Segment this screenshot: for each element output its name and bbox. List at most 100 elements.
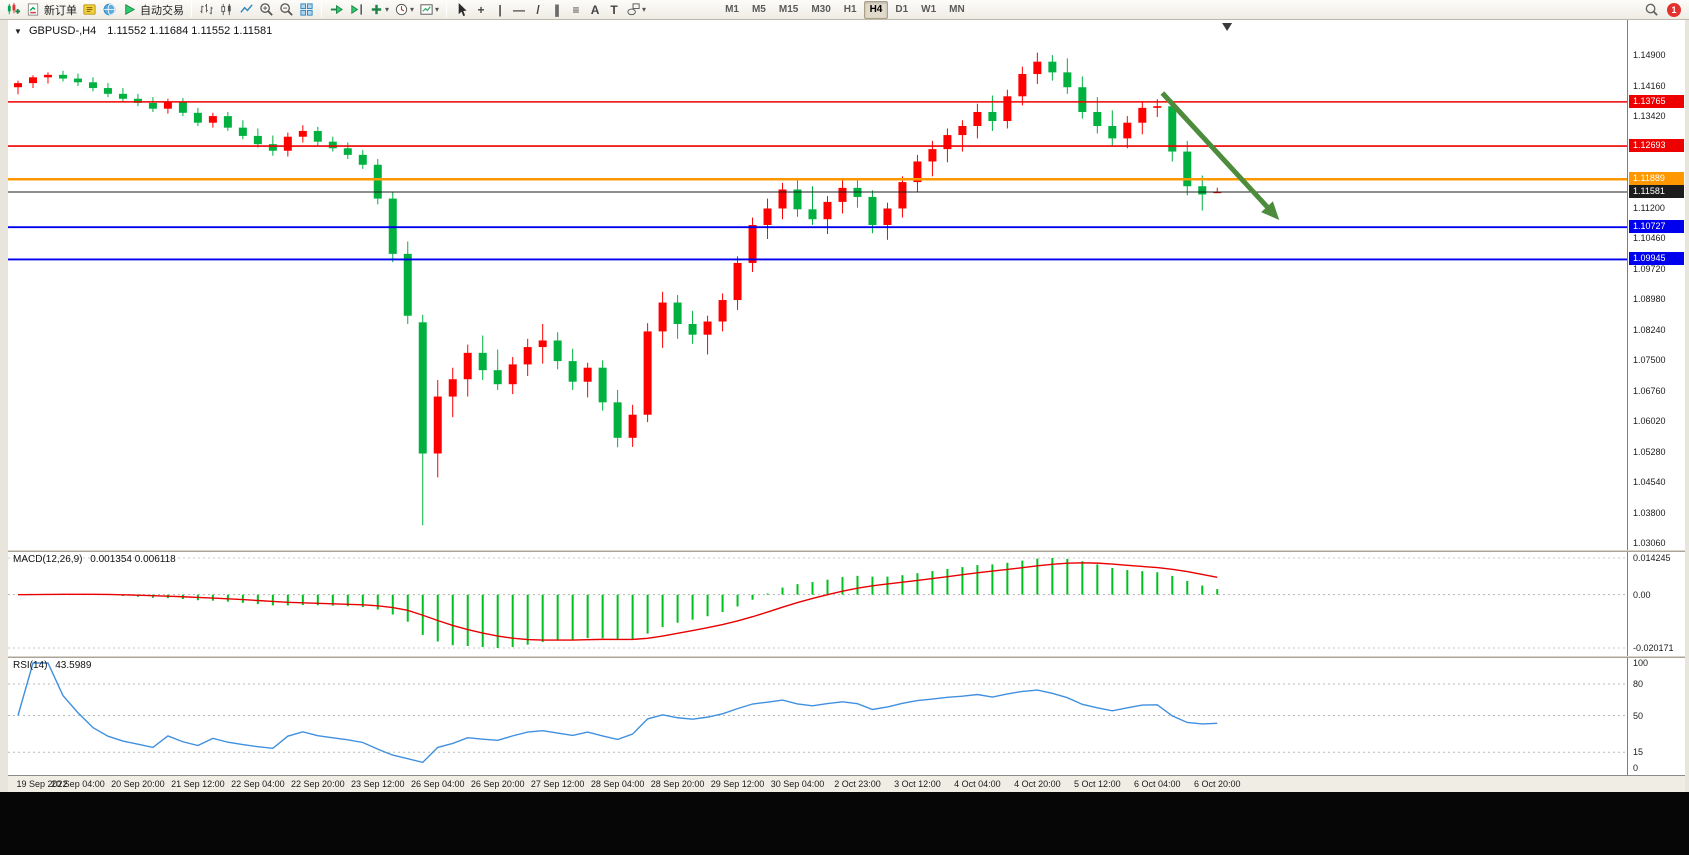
timeframe-m1-button[interactable]: M1	[719, 1, 745, 19]
channel-icon: ∥	[554, 2, 561, 17]
candle	[778, 189, 787, 209]
macd-scale-label: 0.014245	[1633, 553, 1671, 563]
one-click-trading-toggle[interactable]: ▼	[14, 27, 22, 36]
time-axis-label: 6 Oct 04:00	[1134, 779, 1181, 789]
bar-chart-button[interactable]	[197, 1, 216, 19]
new-order-label: 新订单	[44, 4, 77, 17]
autotrading-button[interactable]: 自动交易	[120, 1, 186, 19]
time-axis-label: 19 Sep 2022	[16, 779, 68, 789]
price-level-badge[interactable]: 1.11581	[1629, 184, 1684, 198]
new-order-button[interactable]: 新订单	[24, 1, 79, 19]
candle	[448, 379, 457, 397]
macd-scale-label: 0.00	[1633, 589, 1651, 600]
candle	[14, 83, 22, 88]
timeframe-m5-button[interactable]: M5	[746, 1, 772, 19]
price-tick-label: 1.03060	[1633, 538, 1666, 549]
search-button[interactable]	[1642, 1, 1661, 19]
notifications-badge[interactable]: 1	[1667, 2, 1681, 17]
candle	[1168, 106, 1177, 152]
candlestick-chart-button[interactable]	[217, 1, 236, 19]
candle	[1093, 111, 1102, 126]
indicators-button[interactable]: ▾	[367, 1, 391, 19]
time-axis-label: 29 Sep 12:00	[710, 779, 765, 789]
main-chart-panel: ▼ GBPUSD-,H4 1.11552 1.11684 1.11552 1.1…	[8, 20, 1685, 550]
crosshair-button[interactable]: +	[472, 1, 490, 19]
periods-button[interactable]: ▾	[392, 1, 416, 19]
line-chart-button[interactable]	[237, 1, 256, 19]
vertical-line-button[interactable]: |	[491, 1, 509, 19]
candle	[703, 321, 712, 335]
candle	[328, 141, 337, 149]
rsi-scale-label: 0	[1633, 763, 1639, 773]
timeframe-h4-button[interactable]: H4	[863, 0, 889, 19]
candle	[1153, 106, 1162, 108]
macd-scale-label: -0.020171	[1633, 643, 1674, 653]
cursor-button[interactable]	[452, 1, 471, 19]
rsi-scale[interactable]: 100 80 50 15 0	[1627, 658, 1685, 775]
price-level-badge[interactable]: 1.13765	[1629, 94, 1684, 108]
candle	[628, 414, 637, 438]
metaeditor-button[interactable]	[80, 1, 99, 19]
candle	[508, 364, 517, 385]
main-chart-plot[interactable]: ▼ GBPUSD-,H4 1.11552 1.11684 1.11552 1.1…	[8, 20, 1627, 550]
candle	[268, 144, 277, 151]
chart-shift-icon	[351, 4, 362, 15]
zoom-out-button[interactable]	[277, 1, 296, 19]
trendline-button[interactable]: /	[529, 1, 547, 19]
zoom-in-button[interactable]	[257, 1, 276, 19]
timeframe-h1-button[interactable]: H1	[838, 1, 863, 19]
rsi-panel: RSI(14) 43.5989 100 80 50 15 0	[8, 658, 1685, 775]
fibonacci-button[interactable]: ≡	[567, 1, 585, 19]
templates-button[interactable]: ▾	[417, 1, 441, 19]
price-level-badge[interactable]: 1.11889	[1629, 172, 1684, 186]
price-scale[interactable]: 1.149001.141601.134201.126801.119401.112…	[1627, 20, 1685, 550]
metaeditor-icon	[83, 4, 96, 15]
candle	[103, 88, 112, 94]
chart-shift-marker[interactable]	[1222, 23, 1233, 31]
panel-splitter[interactable]	[8, 656, 1685, 658]
text-button[interactable]: A	[586, 1, 604, 19]
candle	[313, 130, 322, 142]
price-level-badge[interactable]: 1.12693	[1629, 139, 1684, 153]
timeframe-w1-button[interactable]: W1	[915, 1, 942, 19]
auto-scroll-button[interactable]	[327, 1, 346, 19]
macd-scale[interactable]: 0.014245 0.00 -0.020171	[1627, 552, 1685, 656]
chart-shift-button[interactable]	[347, 1, 366, 19]
timeframe-m15-button[interactable]: M15	[773, 1, 804, 19]
horizontal-line-button[interactable]: —	[510, 1, 528, 19]
macd-plot[interactable]: MACD(12,26,9) 0.001354 0.006118	[8, 552, 1627, 656]
time-axis-label: 28 Sep 04:00	[590, 779, 645, 789]
candle	[613, 402, 622, 438]
new-chart-button[interactable]	[4, 1, 23, 19]
panel-splitter[interactable]	[8, 550, 1685, 552]
chart-area: ▼ GBPUSD-,H4 1.11552 1.11684 1.11552 1.1…	[8, 20, 1685, 792]
price-tick-label: 1.06020	[1633, 416, 1666, 427]
price-level-badge[interactable]: 1.09945	[1629, 252, 1684, 266]
candle	[403, 253, 412, 316]
text-label-button[interactable]: T	[605, 1, 623, 19]
shapes-button[interactable]: ▾	[624, 1, 648, 19]
navigator-button[interactable]	[100, 1, 119, 19]
timeframe-mn-button[interactable]: MN	[943, 1, 971, 19]
candle	[388, 198, 397, 254]
timeframe-d1-button[interactable]: D1	[889, 1, 914, 19]
autotrading-label: 自动交易	[140, 4, 184, 17]
tile-windows-button[interactable]	[297, 1, 316, 19]
rsi-plot[interactable]: RSI(14) 43.5989	[8, 658, 1627, 775]
candle	[823, 201, 832, 220]
candle	[238, 127, 247, 136]
candle	[538, 340, 547, 348]
candle	[1063, 72, 1072, 88]
time-axis[interactable]: 19 Sep 2022 20 Sep 04:00 20 Sep 20:00 21 Se…	[8, 775, 1685, 792]
time-axis-label: 27 Sep 12:00	[530, 779, 585, 789]
indicators-plus-icon	[371, 4, 382, 15]
symbol-period-label: GBPUSD-,H4	[28, 25, 97, 37]
trend-arrow[interactable]	[1160, 91, 1280, 220]
rsi-scale-label: 80	[1633, 679, 1644, 689]
price-level-badge[interactable]: 1.10727	[1629, 220, 1684, 234]
time-axis-label: 30 Sep 04:00	[770, 779, 825, 789]
timeframe-m30-button[interactable]: M30	[805, 1, 836, 19]
toolbar-separator	[321, 2, 322, 17]
equidistant-channel-button[interactable]: ∥	[548, 1, 566, 19]
time-axis-label: 23 Sep 12:00	[350, 779, 405, 789]
